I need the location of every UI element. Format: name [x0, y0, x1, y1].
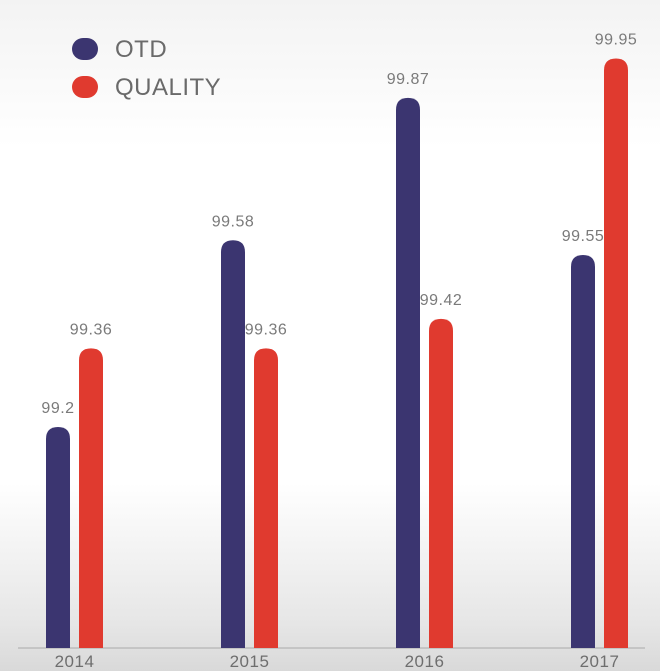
value-labels-layer: 99.2 99.36 99.58 99.36 99.87 99.42 99.55 99.95: [41, 32, 638, 417]
legend-swatch-otd: [72, 38, 98, 60]
value-label-quality-2015: 99.36: [245, 321, 288, 338]
value-label-quality-2014: 99.36: [70, 321, 113, 338]
bar-quality-2014: [79, 348, 103, 648]
bar-quality-2015: [254, 348, 278, 648]
bar-otd-2015: [221, 240, 245, 648]
legend: OTD QUALITY: [72, 36, 221, 101]
x-tick-labels-layer: 2014 2015 2016 2017: [55, 652, 620, 671]
bar-quality-2017: [604, 58, 628, 649]
bar-otd-2016: [396, 97, 420, 648]
x-tick-label-2014: 2014: [55, 652, 95, 671]
value-label-quality-2016: 99.42: [420, 292, 463, 309]
x-tick-label-2016: 2016: [405, 652, 445, 671]
x-tick-label-2015: 2015: [230, 652, 270, 671]
value-label-otd-2017: 99.55: [562, 228, 605, 245]
value-label-quality-2017: 99.95: [595, 32, 638, 49]
legend-label-otd: OTD: [115, 36, 167, 63]
bar-otd-2017: [571, 255, 595, 649]
bar-otd-2014: [46, 426, 70, 648]
bars-layer: [46, 58, 628, 649]
x-tick-label-2017: 2017: [580, 652, 620, 671]
legend-swatch-quality: [72, 76, 98, 98]
legend-label-quality: QUALITY: [115, 74, 221, 101]
value-label-otd-2015: 99.58: [212, 213, 255, 230]
value-label-otd-2014: 99.2: [41, 400, 74, 417]
value-label-otd-2016: 99.87: [387, 71, 430, 88]
bar-quality-2016: [429, 318, 453, 648]
